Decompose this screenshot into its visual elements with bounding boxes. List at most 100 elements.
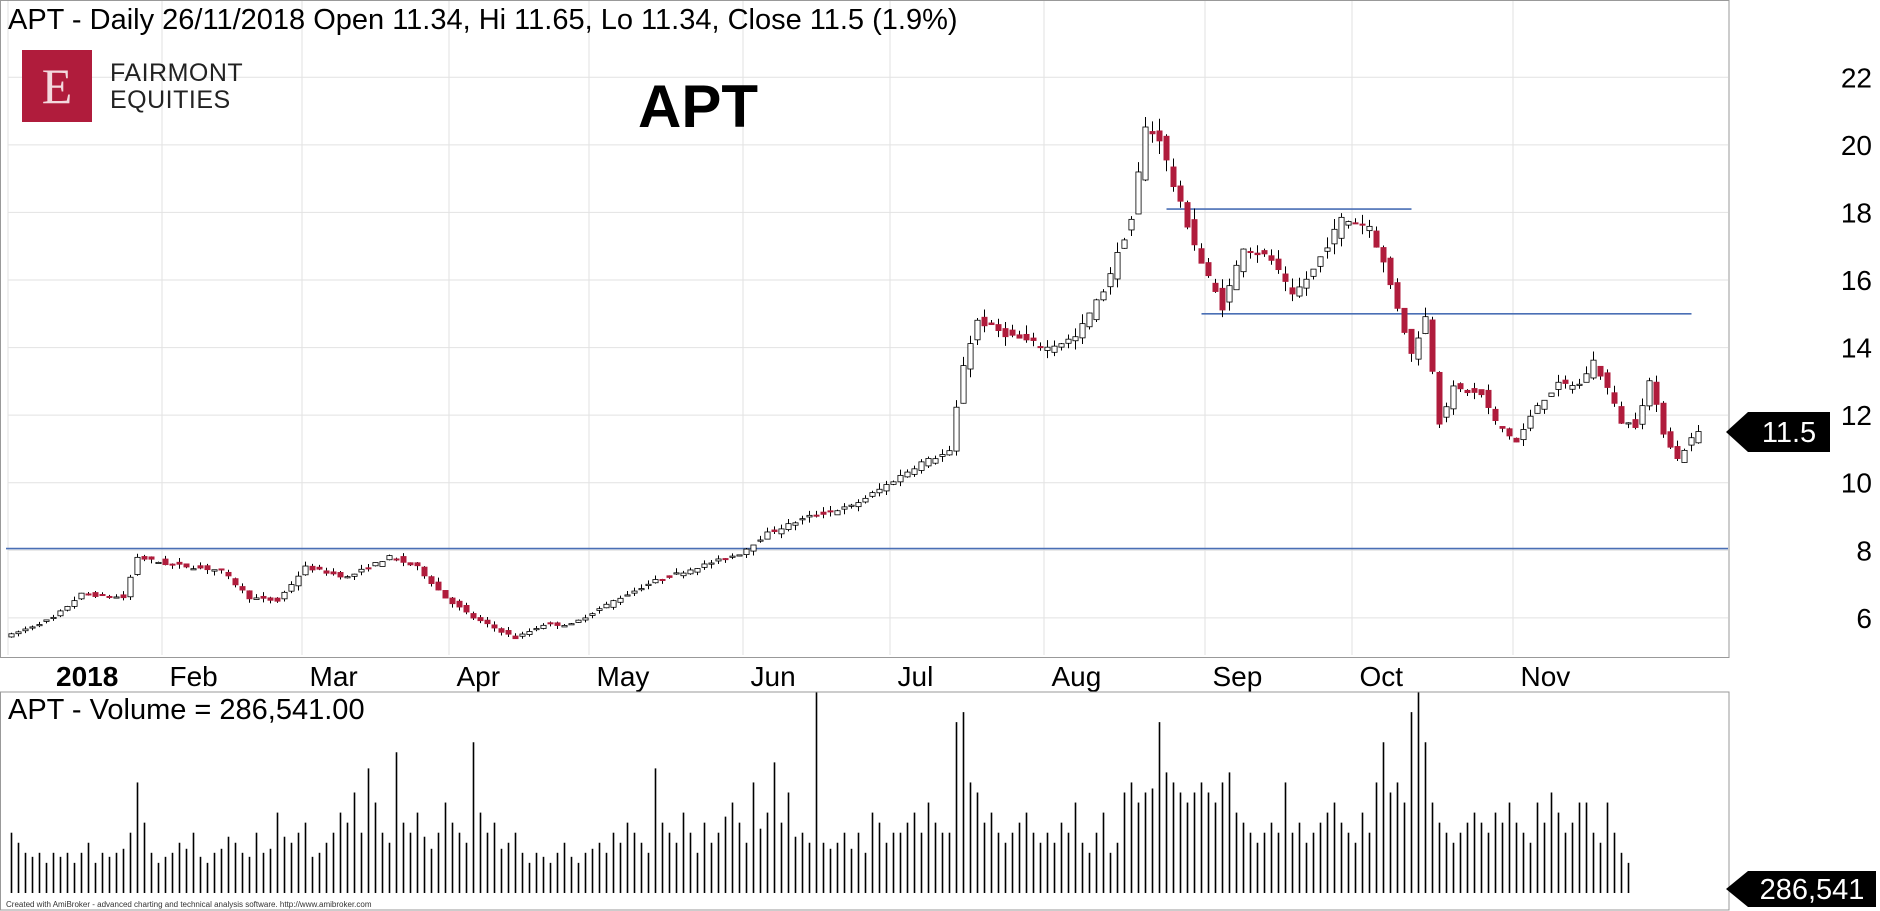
candle-body (1100, 291, 1107, 301)
candle-body (1275, 258, 1282, 271)
candle-body (50, 616, 57, 619)
price-grid (7, 0, 1728, 655)
x-tick-label: Jul (898, 661, 934, 692)
candle-body (1317, 256, 1324, 267)
candle-body (162, 558, 169, 566)
candle-body (1625, 422, 1632, 425)
candle-body (239, 586, 246, 591)
candle-body (792, 522, 799, 526)
candle-body (1072, 336, 1079, 342)
candle-body (687, 569, 694, 575)
chart-header: APT - Daily 26/11/2018 Open 11.34, Hi 11… (8, 4, 958, 36)
logo-text: FAIRMONT EQUITIES (110, 60, 243, 114)
candle-body (974, 319, 981, 341)
x-tick-label: Oct (1360, 661, 1404, 692)
candle-body (897, 474, 904, 483)
candle-body (43, 619, 50, 622)
candle-body (71, 600, 78, 607)
candle-body (1296, 286, 1303, 297)
candle-body (169, 563, 176, 566)
candle-body (498, 628, 505, 633)
x-tick-label: Sep (1213, 661, 1263, 692)
candle-body (1639, 405, 1646, 425)
x-tick-label: Nov (1521, 661, 1571, 692)
candle-body (113, 596, 120, 599)
candle-body (925, 458, 932, 467)
candle-body (1359, 223, 1366, 226)
candle-body (1079, 323, 1086, 339)
candle-body (1506, 428, 1513, 437)
candle-body (183, 563, 190, 568)
candle-body (771, 529, 778, 532)
candle-body (400, 556, 407, 563)
candle-body (876, 488, 883, 494)
candle-body (862, 497, 869, 503)
candle-body (1611, 392, 1618, 404)
candle-body (302, 565, 309, 576)
candle-body (155, 561, 162, 564)
logo-letter: E (41, 58, 73, 114)
candle-body (1107, 273, 1114, 288)
candle-body (456, 600, 463, 608)
candle-body (295, 575, 302, 587)
candle-body (813, 514, 820, 517)
y-tick-label: 10 (1841, 468, 1872, 499)
candle-body (1240, 248, 1247, 273)
candle-body (442, 590, 449, 599)
candle-body (1674, 446, 1681, 459)
candle-body (1436, 371, 1443, 425)
candle-body (477, 617, 484, 622)
candle-body (36, 624, 43, 627)
candle-body (8, 633, 15, 638)
candle-body (1205, 262, 1212, 277)
x-tick-label: 2018 (56, 661, 118, 692)
candle-body (1520, 429, 1527, 441)
candle-body (673, 572, 680, 575)
candle-body (757, 539, 764, 542)
x-tick-label: Jun (751, 661, 796, 692)
candle-body (995, 324, 1002, 331)
candle-body (407, 562, 414, 566)
candle-body (1121, 239, 1128, 249)
candle-body (1163, 135, 1170, 161)
candle-body (645, 583, 652, 586)
candle-body (379, 561, 386, 567)
candle-body (1401, 307, 1408, 333)
candle-body (1044, 346, 1051, 351)
candle-body (463, 604, 470, 613)
candle-body (1429, 319, 1436, 372)
candle-body (652, 579, 659, 584)
candle-body (1233, 264, 1240, 291)
candle-body (323, 570, 330, 574)
candle-body (911, 468, 918, 475)
volume-bars (10, 692, 1630, 893)
candle-body (715, 558, 722, 562)
price-panel-border (0, 0, 1730, 658)
candle-body (393, 558, 400, 561)
candle-body (834, 510, 841, 516)
candle-body (85, 593, 92, 596)
candle-body (99, 594, 106, 597)
candle-body (1184, 202, 1191, 228)
last-price-label: 11.5 (1762, 417, 1816, 449)
candle-body (1667, 431, 1674, 448)
candle-body (1492, 408, 1499, 422)
candle-body (1604, 372, 1611, 388)
candle-body (1254, 252, 1261, 256)
candle-body (617, 597, 624, 603)
candle-body (176, 561, 183, 565)
candle-body (309, 565, 316, 571)
x-tick-label: Aug (1052, 661, 1102, 692)
candle-body (1128, 218, 1135, 231)
candle-body (1303, 278, 1310, 289)
candle-body (78, 592, 85, 600)
candle-body (512, 635, 519, 640)
candle-body (1338, 216, 1345, 239)
candle-body (253, 597, 260, 600)
candle-body (582, 617, 589, 621)
candle-body (1646, 380, 1653, 407)
candle-body (120, 594, 127, 599)
candle-body (806, 514, 813, 518)
candle-body (484, 619, 491, 625)
candle-body (15, 631, 22, 635)
